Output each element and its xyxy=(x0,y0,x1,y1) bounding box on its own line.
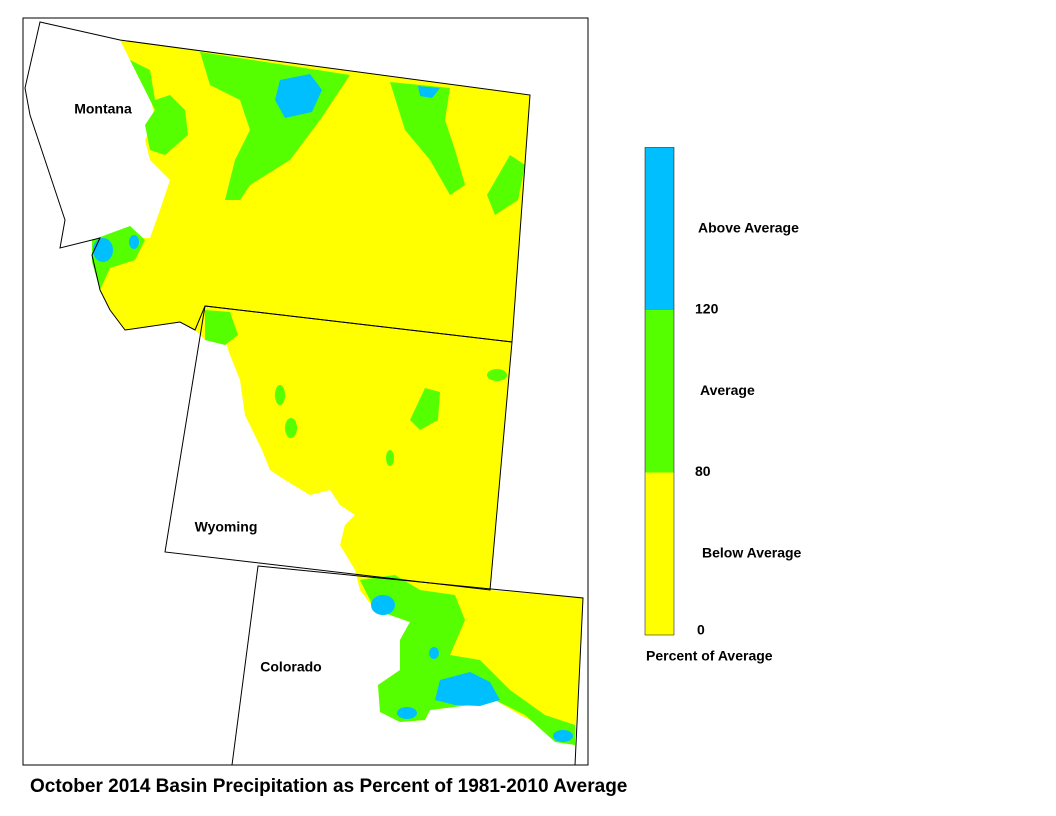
basin-area xyxy=(275,385,285,405)
legend-frame xyxy=(644,147,675,636)
basin-area xyxy=(429,647,439,659)
basin-layer xyxy=(92,40,583,745)
basin-area xyxy=(487,369,507,381)
legend-class-label: Above Average xyxy=(698,219,799,235)
basin-area xyxy=(360,575,575,745)
basin-area xyxy=(129,235,139,249)
state-label: Montana xyxy=(74,101,132,117)
legend-title: Percent of Average xyxy=(646,648,773,664)
basin-area xyxy=(205,310,238,345)
legend-tick-label: 80 xyxy=(695,463,711,479)
legend-tick-label: 0 xyxy=(697,622,705,638)
basin-area xyxy=(410,388,440,430)
legend-swatch xyxy=(645,147,674,310)
basin-area xyxy=(371,595,395,615)
legend-class-label: Average xyxy=(700,382,755,398)
legend-swatch xyxy=(645,472,674,635)
basin-area xyxy=(275,74,322,118)
colorado-outline xyxy=(231,565,584,766)
basin-area xyxy=(397,707,417,719)
basin-area xyxy=(93,238,113,262)
basin-area xyxy=(487,155,525,215)
basin-area xyxy=(435,672,500,706)
basin-area xyxy=(390,82,465,195)
wyoming-outline xyxy=(164,305,513,591)
map-title: October 2014 Basin Precipitation as Perc… xyxy=(30,776,627,797)
legend-class-label: Below Average xyxy=(702,544,802,560)
basin-area xyxy=(285,418,297,438)
legend-tick-label: 120 xyxy=(695,301,719,317)
legend-swatch xyxy=(645,310,674,473)
state-label: Colorado xyxy=(260,659,321,675)
legend: Below Average Average Above Average 0 80 120 P… xyxy=(644,147,802,664)
state-label: Wyoming xyxy=(195,519,258,535)
basin-area xyxy=(553,730,573,742)
basin-area xyxy=(130,60,188,155)
montana-outline xyxy=(24,21,531,343)
basin-area xyxy=(386,450,394,466)
basin-area xyxy=(92,40,583,745)
basin-area xyxy=(418,86,440,98)
